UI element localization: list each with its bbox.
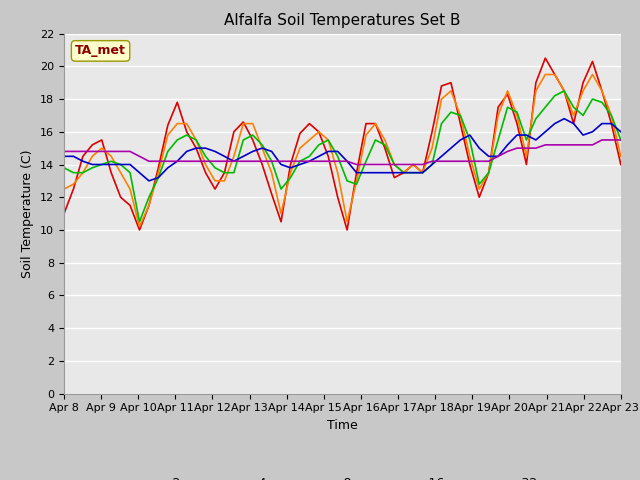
X-axis label: Time: Time xyxy=(327,419,358,432)
Text: TA_met: TA_met xyxy=(75,44,126,58)
Y-axis label: Soil Temperature (C): Soil Temperature (C) xyxy=(22,149,35,278)
Legend: -2cm, -4cm, -8cm, -16cm, -32cm: -2cm, -4cm, -8cm, -16cm, -32cm xyxy=(123,472,562,480)
Title: Alfalfa Soil Temperatures Set B: Alfalfa Soil Temperatures Set B xyxy=(224,13,461,28)
